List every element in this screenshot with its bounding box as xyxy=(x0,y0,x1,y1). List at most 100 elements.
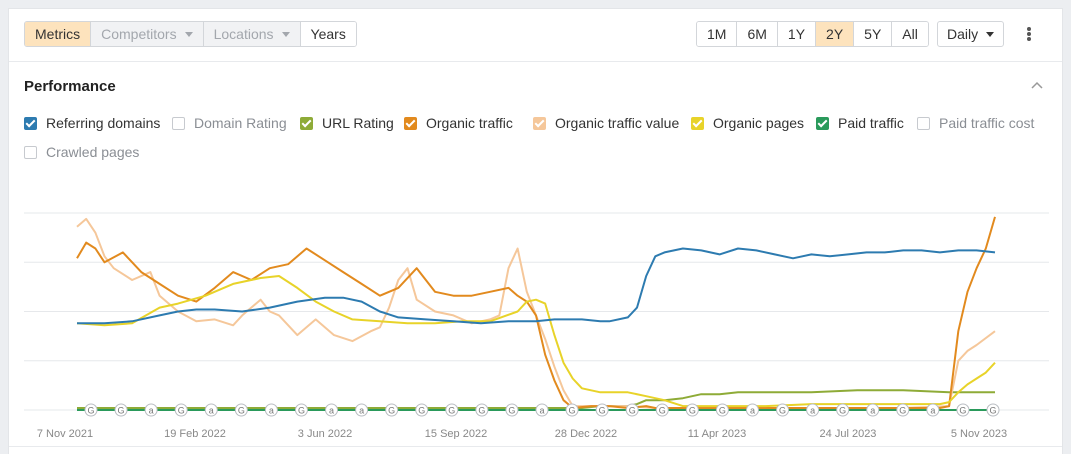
annotation-marker xyxy=(986,403,1000,417)
legend-organic-pages[interactable]: Organic pages xyxy=(691,115,804,131)
checkbox-icon[interactable] xyxy=(691,116,704,130)
annotation-label: G xyxy=(508,406,515,416)
tab-label: Years xyxy=(310,26,346,42)
legend-url-rating[interactable]: URL Rating xyxy=(300,115,394,131)
annotation-label: G xyxy=(989,406,996,416)
annotation-label: a xyxy=(209,406,214,416)
annotation-marker xyxy=(264,403,278,417)
checkbox-icon[interactable] xyxy=(300,116,313,130)
legend-label: Organic traffic value xyxy=(555,115,680,131)
series-line-organic-traffic xyxy=(76,216,996,409)
annotation-label: G xyxy=(899,406,906,416)
checkbox-icon[interactable] xyxy=(24,116,37,130)
section-title: Performance xyxy=(24,78,116,95)
annotation-marker xyxy=(866,403,880,417)
series-line-referring-domains xyxy=(77,247,996,325)
annotation-marker xyxy=(685,403,699,417)
legend-paid-traffic[interactable]: Paid traffic xyxy=(816,115,904,131)
annotation-marker xyxy=(445,403,459,417)
range-5y-button[interactable]: 5Y xyxy=(854,22,893,46)
chevron-up-icon[interactable] xyxy=(1031,80,1043,92)
annotation-marker xyxy=(745,403,759,417)
checkbox-icon[interactable] xyxy=(172,116,185,130)
annotation-marker xyxy=(956,403,970,417)
annotation-marker xyxy=(174,403,188,417)
annotation-label: a xyxy=(329,406,334,416)
annotation-label: G xyxy=(388,406,395,416)
view-tabs: Metrics Competitors Locations Years xyxy=(24,21,357,47)
annotation-label: G xyxy=(629,406,636,416)
x-tick-label: 11 Apr 2023 xyxy=(688,428,747,439)
legend-referring-domains[interactable]: Referring domains xyxy=(24,115,160,131)
range-selector: 1M 6M 1Y 2Y 5Y All xyxy=(696,21,929,47)
interval-label: Daily xyxy=(947,26,979,42)
annotation-label: G xyxy=(569,406,576,416)
tab-competitors[interactable]: Competitors xyxy=(91,22,204,46)
series-line-organic-traffic-value xyxy=(76,217,996,409)
chevron-down-icon xyxy=(281,31,290,37)
annotation-label: a xyxy=(750,406,755,416)
annotation-marker xyxy=(836,403,850,417)
annotation-marker xyxy=(926,403,940,417)
legend-label: Paid traffic cost xyxy=(939,115,1035,131)
annotation-marker xyxy=(595,403,609,417)
divider xyxy=(9,446,1062,447)
series-line-organic-pages xyxy=(76,275,996,408)
annotation-label: G xyxy=(779,406,786,416)
interval-dropdown[interactable]: Daily xyxy=(937,21,1005,47)
annotation-label: G xyxy=(418,406,425,416)
tab-years[interactable]: Years xyxy=(300,22,356,46)
annotation-label: a xyxy=(539,406,544,416)
performance-panel: Metrics Competitors Locations Years 1M 6M 1Y 2… xyxy=(8,8,1063,454)
annotation-marker xyxy=(385,403,399,417)
checkbox-icon[interactable] xyxy=(404,116,417,130)
annotation-label: G xyxy=(839,406,846,416)
range-2y-button[interactable]: 2Y xyxy=(816,22,855,46)
annotation-label: G xyxy=(689,406,696,416)
checkbox-icon[interactable] xyxy=(917,116,930,130)
legend-label: Crawled pages xyxy=(46,144,140,160)
legend-crawled-pages[interactable]: Crawled pages xyxy=(24,144,139,160)
checkbox-icon[interactable] xyxy=(533,116,546,130)
annotation-marker xyxy=(625,403,639,417)
annotation-marker xyxy=(234,403,248,417)
legend-organic-traffic-value[interactable]: Organic traffic value xyxy=(533,115,679,131)
annotation-label: a xyxy=(269,406,274,416)
annotation-label: G xyxy=(238,406,245,416)
x-tick-label: 15 Sep 2022 xyxy=(425,428,487,439)
tab-label: Metrics xyxy=(35,26,81,42)
range-6m-button[interactable]: 6M xyxy=(737,22,778,46)
annotation-marker xyxy=(84,403,98,417)
legend-paid-traffic-cost[interactable]: Paid traffic cost xyxy=(917,115,1034,131)
checkbox-icon[interactable] xyxy=(24,145,37,159)
annotation-label: G xyxy=(298,406,305,416)
annotation-marker xyxy=(114,403,128,417)
legend-organic-traffic[interactable]: Organic traffic xyxy=(404,115,513,131)
annotation-marker xyxy=(415,403,429,417)
tab-locations[interactable]: Locations xyxy=(203,22,301,46)
legend-domain-rating[interactable]: Domain Rating xyxy=(172,115,287,131)
x-tick-label: 24 Jul 2023 xyxy=(820,428,877,439)
annotation-marker xyxy=(715,403,729,417)
legend-label: Referring domains xyxy=(46,115,161,131)
more-options-icon[interactable] xyxy=(1021,25,1037,43)
annotation-label: G xyxy=(599,406,606,416)
tab-label: Locations xyxy=(213,26,274,42)
annotation-label: a xyxy=(870,406,875,416)
legend-label: Domain Rating xyxy=(194,115,287,131)
annotation-label: G xyxy=(659,406,666,416)
range-1y-button[interactable]: 1Y xyxy=(777,22,817,46)
x-tick-label: 19 Feb 2022 xyxy=(164,428,226,439)
annotation-label: a xyxy=(149,406,154,416)
range-all-button[interactable]: All xyxy=(892,22,928,46)
chevron-down-icon xyxy=(184,31,193,37)
tab-metrics[interactable]: Metrics xyxy=(25,22,92,46)
annotation-marker xyxy=(475,403,489,417)
checkbox-icon[interactable] xyxy=(816,116,829,130)
annotation-marker xyxy=(896,403,910,417)
annotation-marker xyxy=(535,403,549,417)
annotation-marker xyxy=(776,403,790,417)
annotation-label: a xyxy=(810,406,815,416)
annotation-label: G xyxy=(719,406,726,416)
range-1m-button[interactable]: 1M xyxy=(697,22,738,46)
